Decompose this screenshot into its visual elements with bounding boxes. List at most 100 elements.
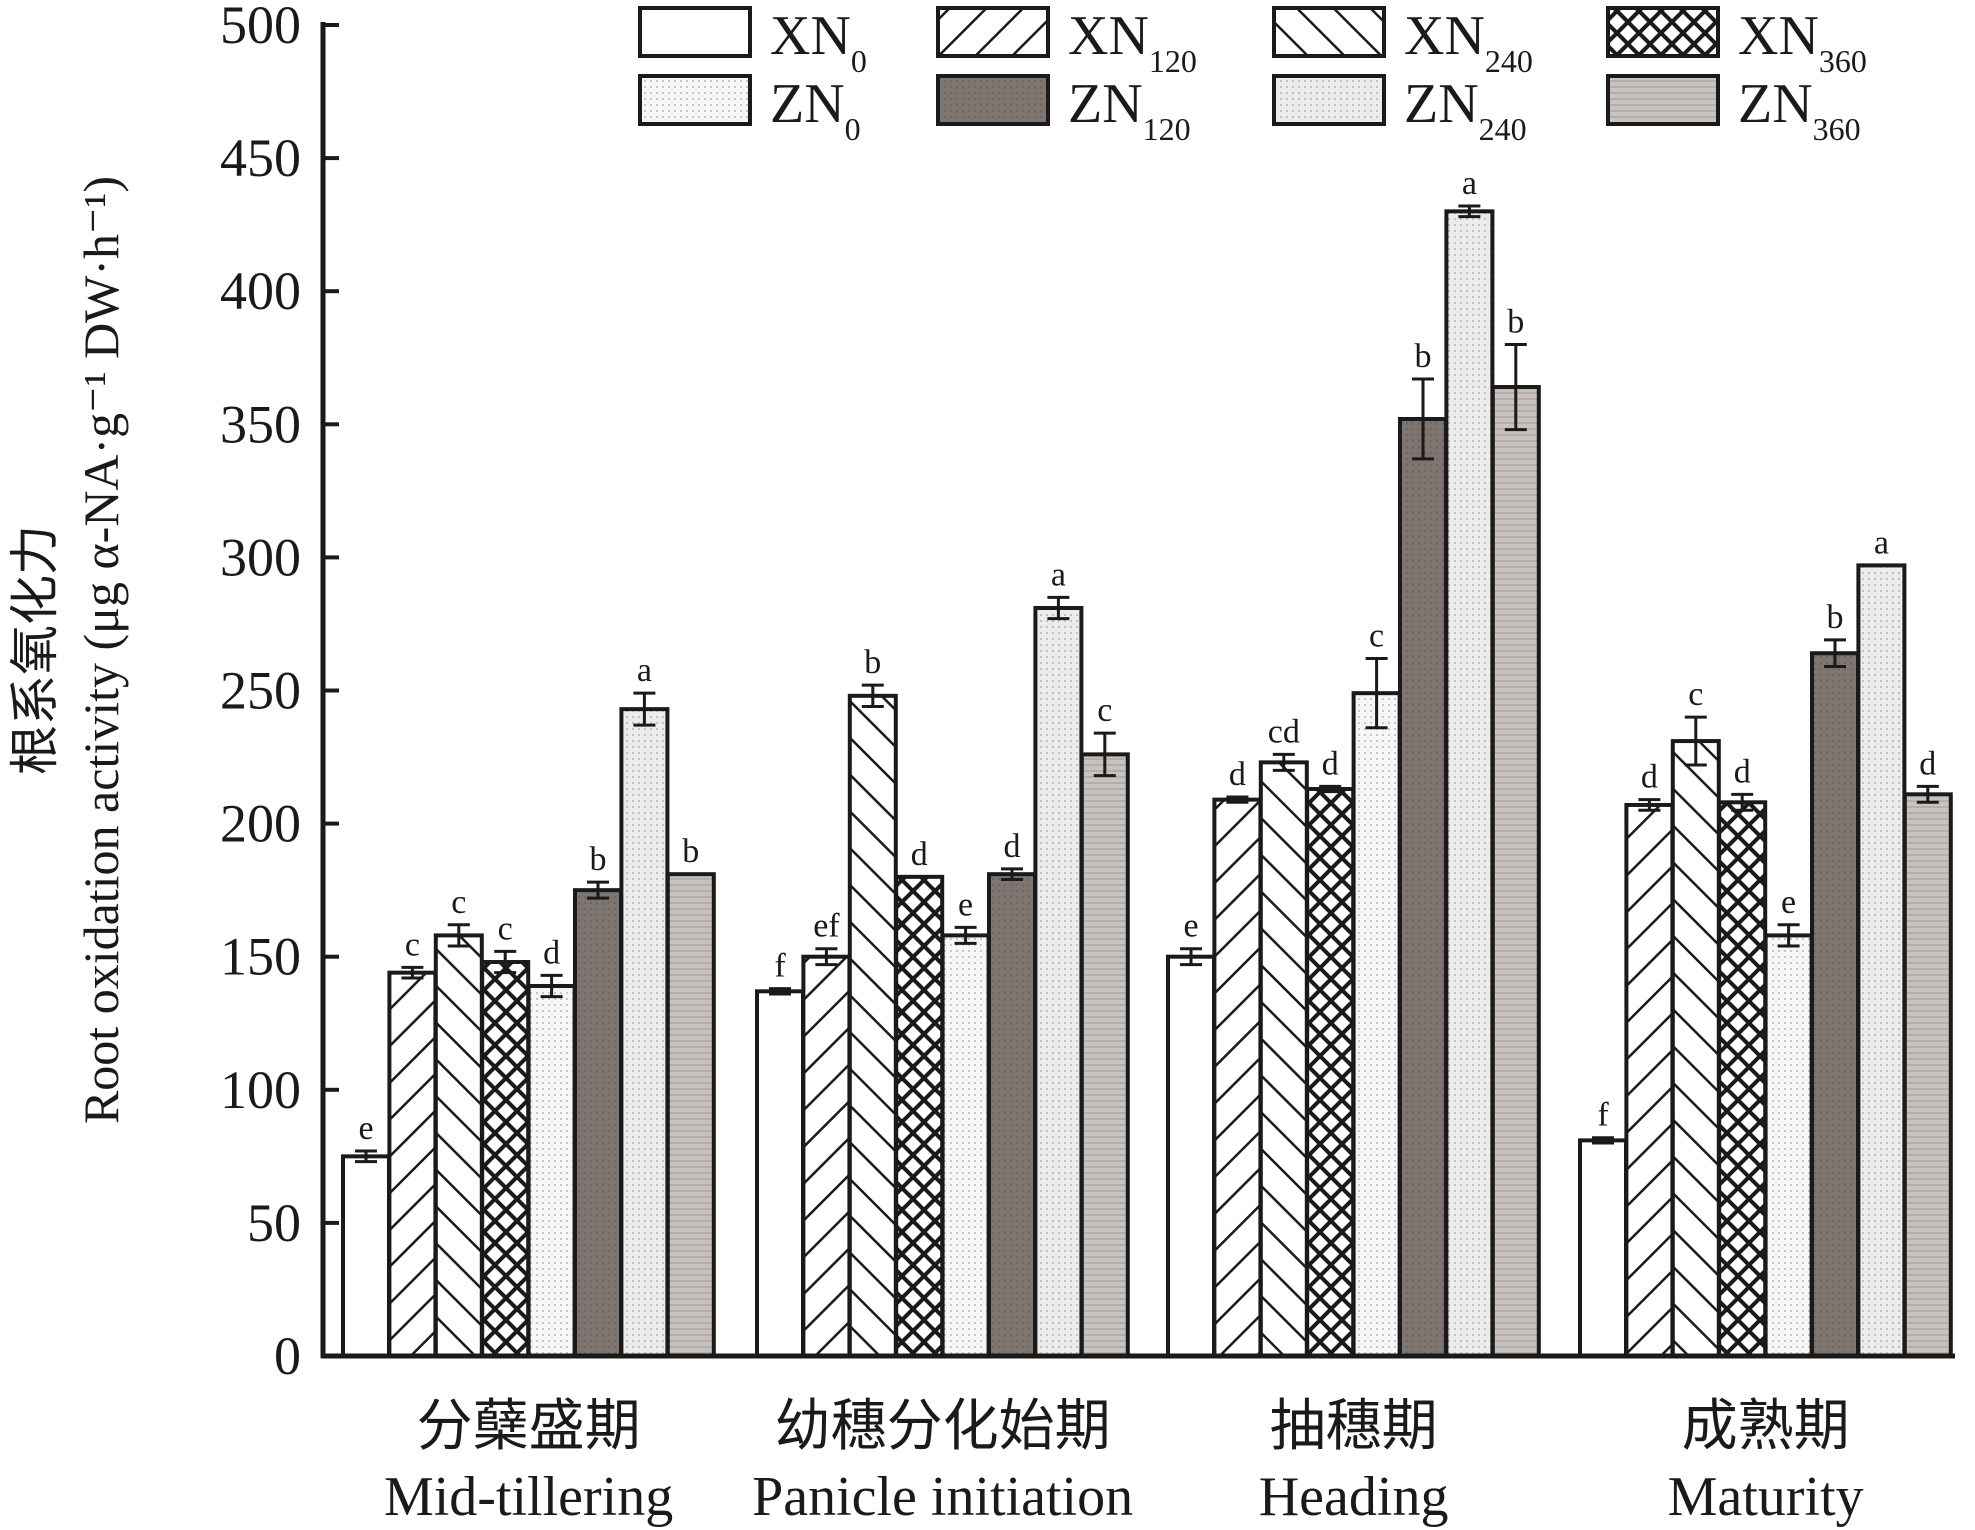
y-axis-label-zh: 根系氧化力 (7, 525, 63, 775)
bar (1624, 802, 1675, 1358)
legend-label-prefix: XN (1068, 5, 1149, 67)
legend-label-prefix: ZN (1068, 73, 1143, 135)
bar (480, 960, 531, 1358)
x-category-label-zh: 抽穗期 (1270, 1396, 1438, 1458)
y-tick-label: 200 (220, 794, 301, 854)
y-tick-label: 250 (220, 661, 301, 721)
bar (1810, 651, 1860, 1358)
y-tick-label: 0 (274, 1326, 301, 1386)
bar (1670, 739, 1721, 1358)
significance-letter: d (543, 934, 560, 971)
bar (526, 983, 577, 1358)
legend-label: XN240 (1404, 5, 1533, 79)
significance-letter: d (1004, 828, 1021, 865)
bar (433, 933, 484, 1358)
bar (1717, 800, 1768, 1358)
legend-label-subscript: 360 (1813, 111, 1861, 147)
y-axis-label-en: Root oxidation activity (μg α-NA·g⁻¹ DW·… (73, 176, 129, 1124)
legend-label: XN360 (1738, 5, 1867, 79)
y-tick-label: 300 (220, 527, 301, 587)
bar-group (341, 691, 716, 1359)
bar (387, 970, 438, 1358)
bar (1033, 605, 1084, 1358)
significance-letter: b (590, 841, 607, 878)
legend-label-prefix: ZN (1738, 73, 1813, 135)
legend-label: XN0 (770, 5, 867, 79)
significance-letter: c (498, 910, 513, 947)
bars (341, 204, 1953, 1359)
significance-letter: c (1688, 676, 1703, 713)
significance-letter: b (682, 833, 699, 870)
legend-label-prefix: XN (1404, 5, 1485, 67)
significance-letter: c (405, 926, 420, 963)
legend-label-subscript: 120 (1143, 111, 1191, 147)
significance-letter: b (1507, 303, 1524, 340)
legend-label-subscript: 0 (851, 43, 867, 79)
bar (1166, 954, 1216, 1358)
significance-letter: c (1369, 618, 1384, 655)
legend-label-subscript: 240 (1479, 111, 1527, 147)
legend-label: XN120 (1068, 5, 1197, 79)
bar (1902, 792, 1953, 1358)
significance-letter: a (1874, 524, 1889, 561)
bar (1079, 752, 1130, 1358)
y-axis-label: 根系氧化力 Root oxidation activity (μg α-NA·g… (7, 176, 129, 1124)
y-tick-label: 50 (247, 1193, 301, 1253)
significance-letter: d (1919, 745, 1936, 782)
legend-item: ZN360 (1606, 73, 1861, 147)
bar (940, 933, 991, 1358)
bar (1398, 416, 1448, 1358)
legend-label: ZN0 (770, 73, 861, 147)
legend-label-prefix: XN (1738, 5, 1819, 67)
significance-letter: d (1229, 756, 1246, 793)
significance-letter: e (1183, 908, 1198, 945)
bar (1351, 691, 1402, 1358)
significance-letter: b (1415, 338, 1432, 375)
significance-letter: ef (813, 908, 840, 945)
bar-group (1578, 563, 1953, 1359)
legend-item: XN360 (1606, 5, 1867, 79)
significance-letter: c (1097, 692, 1112, 729)
x-axis-labels: 分蘖盛期 Mid-tillering 幼穗分化始期 Panicle initiatio… (384, 1396, 1864, 1528)
bar (847, 693, 898, 1358)
significance-letter: a (637, 652, 652, 689)
bar (987, 872, 1037, 1358)
significance-letter: c (451, 884, 466, 921)
bar (573, 888, 623, 1359)
legend-label: ZN360 (1738, 73, 1861, 147)
x-category-label-en: Panicle initiation (752, 1466, 1133, 1528)
legend-item: XN240 (1272, 5, 1533, 79)
legend-swatch (638, 74, 752, 126)
y-tick-label: 100 (220, 1060, 301, 1120)
significance-letter: cd (1268, 713, 1300, 750)
x-category-label-zh: 成熟期 (1682, 1396, 1850, 1458)
significance-letter: e (358, 1110, 373, 1147)
y-tick-label: 150 (220, 927, 301, 987)
bar (341, 1154, 391, 1358)
y-tick-label: 500 (220, 0, 301, 55)
x-category-label-zh: 幼穗分化始期 (775, 1396, 1111, 1458)
y-tick-label: 450 (220, 128, 301, 188)
bar (894, 874, 945, 1359)
significance-letter: d (911, 836, 928, 873)
legend-swatch (1272, 6, 1386, 58)
significance-letter: a (1051, 556, 1066, 593)
significance-letter: e (1781, 884, 1796, 921)
bar (1444, 209, 1495, 1359)
legend-item: ZN240 (1272, 73, 1527, 147)
legend-label-subscript: 120 (1149, 43, 1197, 79)
legend-label-subscript: 360 (1819, 43, 1867, 79)
bar-group (1166, 204, 1541, 1359)
y-axis-ticks: 0 50 100 150 200 250 300 350 400 450 500 (220, 0, 339, 1386)
x-category-label-en: Heading (1259, 1466, 1449, 1528)
bar (801, 954, 852, 1358)
legend-label-subscript: 0 (845, 111, 861, 147)
legend-swatch (638, 6, 752, 58)
bar (619, 707, 670, 1358)
legend-item: XN120 (936, 5, 1197, 79)
significance-letter: f (1597, 1097, 1609, 1134)
significance-letter: f (774, 948, 786, 985)
bar (1856, 563, 1907, 1358)
legend-swatch (1606, 74, 1720, 126)
